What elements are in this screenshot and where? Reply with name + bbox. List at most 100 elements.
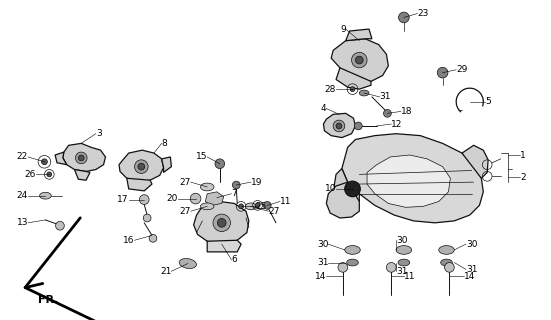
- Polygon shape: [336, 68, 371, 89]
- Text: 16: 16: [123, 236, 134, 245]
- Text: 12: 12: [391, 119, 403, 129]
- Circle shape: [333, 120, 345, 132]
- Text: 28: 28: [325, 84, 336, 94]
- Circle shape: [263, 202, 271, 209]
- Text: 1: 1: [520, 150, 526, 159]
- Ellipse shape: [201, 203, 214, 210]
- Ellipse shape: [396, 245, 412, 254]
- Polygon shape: [127, 178, 152, 191]
- Text: 31: 31: [317, 258, 328, 267]
- Circle shape: [218, 219, 226, 227]
- Circle shape: [75, 152, 87, 164]
- Circle shape: [78, 155, 84, 161]
- Text: 17: 17: [117, 195, 129, 204]
- Text: 31: 31: [396, 267, 408, 276]
- Circle shape: [233, 181, 240, 189]
- Ellipse shape: [179, 259, 197, 268]
- Polygon shape: [161, 157, 171, 172]
- Ellipse shape: [345, 245, 360, 254]
- Text: 10: 10: [325, 184, 336, 193]
- Text: 4: 4: [321, 104, 326, 113]
- Ellipse shape: [245, 203, 256, 210]
- Circle shape: [143, 214, 151, 222]
- Ellipse shape: [398, 259, 410, 266]
- Circle shape: [138, 163, 145, 170]
- Text: 30: 30: [396, 236, 408, 245]
- Circle shape: [213, 214, 230, 232]
- Text: 30: 30: [317, 240, 328, 249]
- Text: 25: 25: [256, 202, 267, 211]
- Polygon shape: [342, 134, 483, 223]
- Text: 14: 14: [315, 272, 326, 281]
- Text: 27: 27: [180, 207, 191, 216]
- Text: 20: 20: [167, 194, 178, 203]
- Text: 27: 27: [180, 178, 191, 187]
- Circle shape: [386, 262, 396, 272]
- Text: 13: 13: [17, 218, 28, 227]
- Polygon shape: [193, 202, 249, 244]
- Text: 21: 21: [160, 267, 171, 276]
- Circle shape: [437, 67, 448, 78]
- Circle shape: [139, 195, 149, 204]
- Circle shape: [345, 181, 360, 197]
- Text: 15: 15: [196, 152, 207, 162]
- Circle shape: [41, 159, 47, 165]
- Polygon shape: [323, 113, 355, 138]
- Circle shape: [354, 122, 362, 130]
- Text: 30: 30: [466, 240, 477, 249]
- Ellipse shape: [441, 259, 452, 266]
- Polygon shape: [55, 152, 67, 165]
- Ellipse shape: [359, 90, 369, 96]
- Text: 31: 31: [466, 265, 477, 274]
- Polygon shape: [345, 29, 372, 41]
- Circle shape: [134, 160, 148, 173]
- Polygon shape: [206, 192, 224, 205]
- Circle shape: [445, 262, 454, 272]
- Circle shape: [215, 159, 225, 169]
- Text: 22: 22: [17, 152, 28, 162]
- Circle shape: [355, 56, 363, 64]
- Text: 19: 19: [251, 178, 262, 187]
- Text: 8: 8: [161, 139, 168, 148]
- Polygon shape: [326, 182, 359, 218]
- Text: FR.: FR.: [37, 295, 58, 306]
- Circle shape: [350, 87, 355, 92]
- Circle shape: [255, 203, 260, 208]
- Circle shape: [352, 52, 367, 68]
- Text: 11: 11: [404, 272, 415, 281]
- Ellipse shape: [347, 259, 358, 266]
- Circle shape: [338, 262, 348, 272]
- Text: 27: 27: [268, 207, 279, 216]
- Polygon shape: [74, 170, 90, 180]
- Polygon shape: [334, 169, 359, 202]
- Text: 6: 6: [231, 255, 237, 264]
- Text: 3: 3: [96, 129, 101, 138]
- Text: 11: 11: [280, 197, 291, 206]
- Circle shape: [239, 204, 244, 209]
- Text: 14: 14: [464, 272, 476, 281]
- Circle shape: [56, 221, 64, 230]
- Text: 2: 2: [520, 173, 526, 182]
- Circle shape: [383, 109, 391, 117]
- Polygon shape: [63, 143, 105, 172]
- Text: 9: 9: [340, 25, 345, 34]
- Polygon shape: [331, 39, 388, 81]
- Text: 31: 31: [380, 92, 391, 101]
- Text: 23: 23: [418, 9, 429, 18]
- Polygon shape: [462, 145, 488, 178]
- Circle shape: [149, 235, 157, 242]
- Circle shape: [47, 172, 52, 177]
- Circle shape: [398, 12, 409, 23]
- Ellipse shape: [439, 245, 454, 254]
- Text: 26: 26: [24, 170, 36, 179]
- Polygon shape: [367, 155, 450, 207]
- Polygon shape: [119, 150, 164, 182]
- Text: 7: 7: [231, 189, 237, 198]
- Text: 29: 29: [456, 65, 468, 74]
- Ellipse shape: [40, 192, 51, 199]
- Circle shape: [190, 193, 201, 204]
- Text: 24: 24: [17, 191, 28, 200]
- Text: 18: 18: [401, 107, 413, 116]
- Circle shape: [336, 123, 342, 129]
- Polygon shape: [207, 240, 241, 252]
